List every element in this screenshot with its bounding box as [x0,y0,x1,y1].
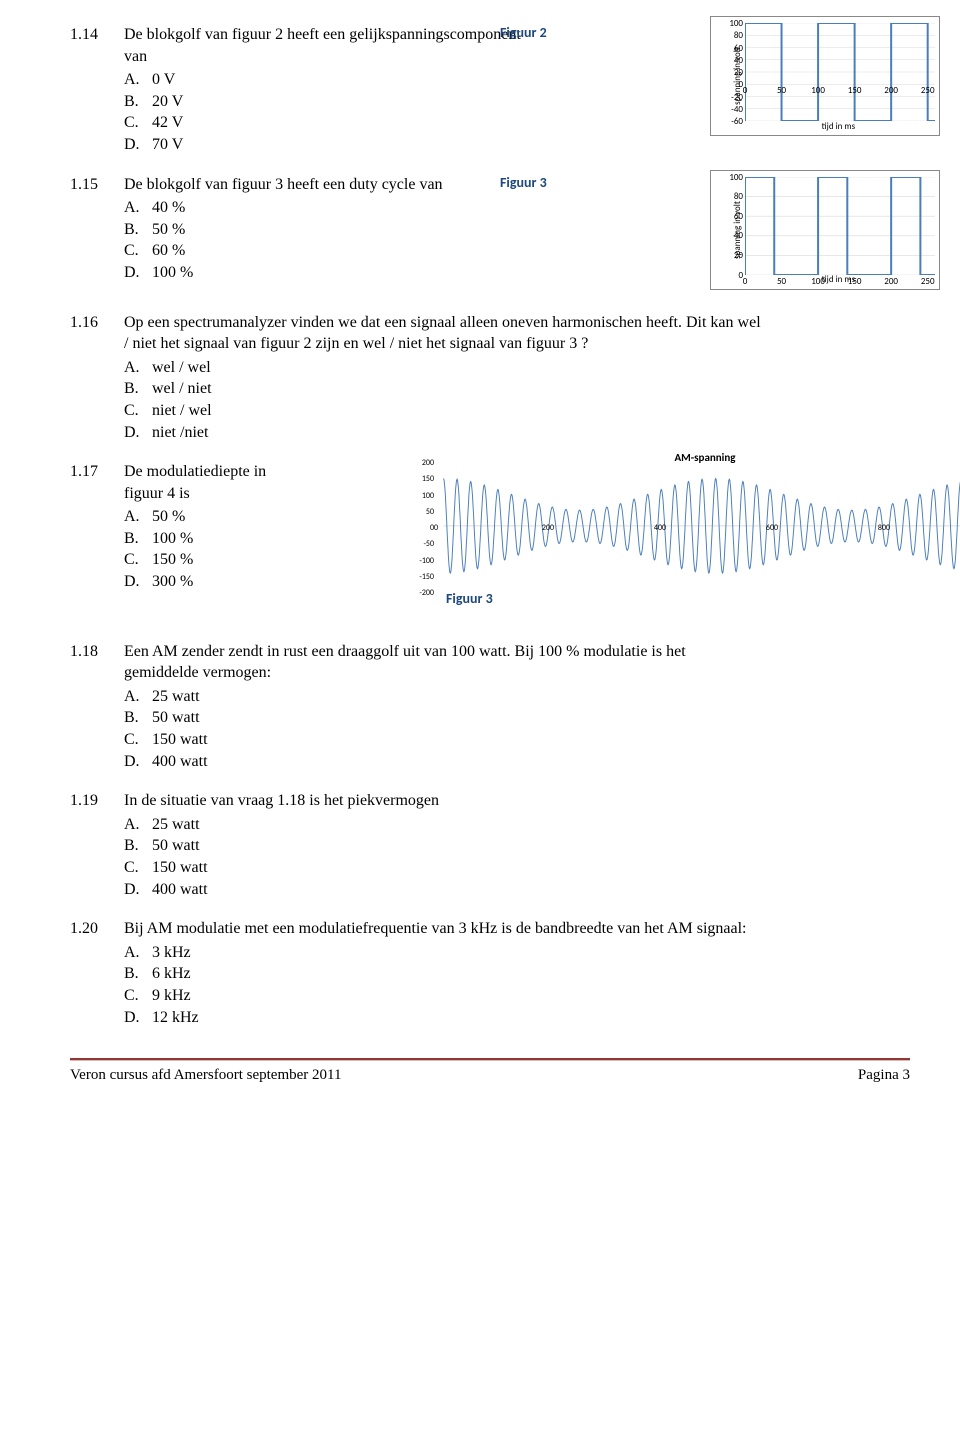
option-d: 400 watt [152,879,208,901]
question-text: De blokgolf van figuur 2 heeft een gelij… [124,24,544,67]
option-c: 150 watt [152,857,208,879]
option-c: 9 kHz [152,985,191,1007]
option-a: 3 kHz [152,942,191,964]
option-a: 40 % [152,197,185,219]
option-b: 100 % [152,528,193,550]
option-a: 25 watt [152,686,200,708]
question-1-14: 1.14 De blokgolf van figuur 2 heeft een … [70,24,910,156]
option-d: niet /niet [152,422,208,444]
question-number: 1.19 [70,790,124,900]
options-list: A.50 % B.100 % C.150 % D.300 % [124,506,304,592]
question-text: De blokgolf van figuur 3 heeft een duty … [124,174,544,196]
footer-right: Pagina 3 [858,1065,910,1085]
question-text: Op een spectrumanalyzer vinden we dat ee… [124,312,764,355]
options-list: A.3 kHz B.6 kHz C.9 kHz D.12 kHz [124,942,910,1028]
question-number: 1.16 [70,312,124,444]
option-a: 0 V [152,69,175,91]
option-d: 300 % [152,571,193,593]
option-d: 100 % [152,262,193,284]
option-c: niet / wel [152,400,212,422]
options-list: A.25 watt B.50 watt C.150 watt D.400 wat… [124,686,910,772]
question-text: De modulatiediepte in figuur 4 is [124,461,304,504]
option-b: 20 V [152,91,183,113]
question-number: 1.17 [70,461,124,593]
options-list: A.25 watt B.50 watt C.150 watt D.400 wat… [124,814,910,900]
option-b: 50 watt [152,707,200,729]
options-list: A.wel / wel B.wel / niet C.niet / wel D.… [124,357,910,443]
question-1-20: 1.20 Bij AM modulatie met een modulatief… [70,918,910,1028]
option-c: 150 watt [152,729,208,751]
question-1-19: 1.19 In de situatie van vraag 1.18 is he… [70,790,910,900]
option-c: 42 V [152,112,183,134]
option-a: 50 % [152,506,185,528]
option-b: 50 watt [152,835,200,857]
question-text: Bij AM modulatie met een modulatiefreque… [124,918,764,940]
question-number: 1.20 [70,918,124,1028]
question-number: 1.15 [70,174,124,284]
figure-2-chart: spanning in volt100806040200-20-40-60050… [710,16,940,136]
question-number: 1.14 [70,24,124,156]
question-1-15: 1.15 De blokgolf van figuur 3 heeft een … [70,174,910,284]
option-b: 6 kHz [152,963,191,985]
option-c: 60 % [152,240,185,262]
question-1-16: 1.16 Op een spectrumanalyzer vinden we d… [70,312,910,444]
option-d: 400 watt [152,751,208,773]
figure-3-chart: spanning in volt100806040200050100150200… [710,170,940,290]
am-figure-label: Figuur 3 [446,590,493,609]
question-number: 1.18 [70,641,124,773]
footer-left: Veron cursus afd Amersfoort september 20… [70,1065,341,1085]
figure-2-label: Figuur 2 [500,24,547,43]
option-d: 70 V [152,134,183,156]
option-a: 25 watt [152,814,200,836]
option-c: 150 % [152,549,193,571]
am-chart: AM-spanning 200150100500-50-100-150-2000… [410,453,960,613]
figure-3-label: Figuur 3 [500,174,547,193]
option-b: 50 % [152,219,185,241]
option-a: wel / wel [152,357,211,379]
question-1-18: 1.18 Een AM zender zendt in rust een dra… [70,641,910,773]
footer-divider [70,1058,910,1061]
question-text: In de situatie van vraag 1.18 is het pie… [124,790,764,812]
question-1-17: 1.17 De modulatiediepte in figuur 4 is A… [70,461,910,593]
am-chart-title: AM-spanning [675,451,736,466]
option-d: 12 kHz [152,1007,199,1029]
page-footer: Veron cursus afd Amersfoort september 20… [70,1065,910,1085]
question-text: Een AM zender zendt in rust een draaggol… [124,641,764,684]
option-b: wel / niet [152,378,212,400]
